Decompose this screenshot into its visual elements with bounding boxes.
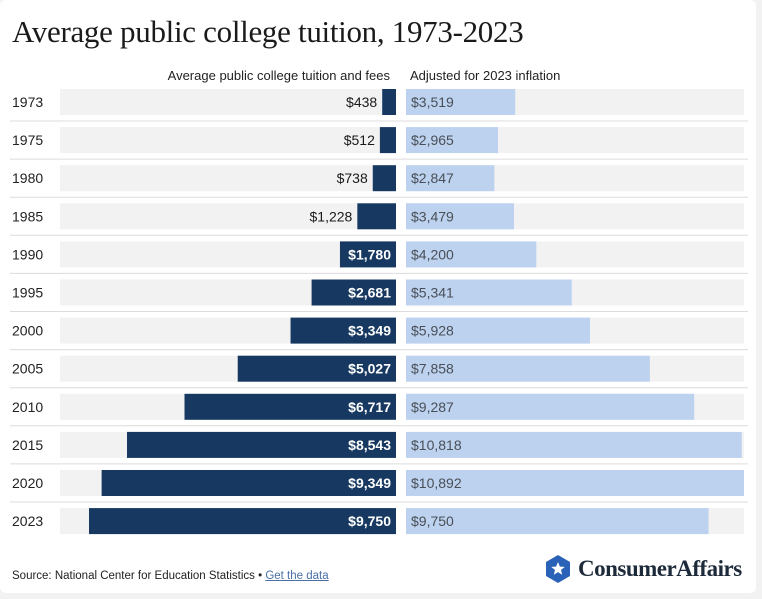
year-label: 1990 (12, 246, 43, 262)
adjusted-bar (406, 241, 537, 268)
year-label: 1973 (12, 94, 43, 110)
year-label: 2005 (12, 361, 43, 377)
get-data-link[interactable]: Get the data (265, 570, 329, 582)
nominal-bar (357, 203, 396, 230)
year-label: 2000 (12, 323, 43, 339)
adjusted-column-header: Adjusted for 2023 inflation (410, 68, 561, 83)
adjusted-value-label: $10,818 (411, 437, 462, 453)
source-text: Source: National Center for Education St… (12, 570, 263, 582)
adjusted-value-label: $5,341 (411, 285, 454, 301)
nominal-track (60, 89, 396, 115)
nominal-track (60, 203, 396, 230)
nominal-value-label: $738 (337, 170, 368, 186)
adjusted-value-label: $2,847 (411, 170, 454, 186)
adjusted-bar (406, 431, 742, 458)
adjusted-bar (406, 127, 499, 154)
nominal-value-label: $5,027 (348, 361, 391, 377)
star-shield-icon (546, 555, 570, 583)
nominal-value-label: $2,681 (348, 285, 391, 301)
adjusted-value-label: $4,200 (411, 246, 454, 262)
nominal-track (60, 165, 396, 192)
adjusted-bar (406, 508, 709, 535)
adjusted-bar (406, 203, 514, 230)
adjusted-value-label: $5,928 (411, 323, 454, 339)
logo-text: ConsumerAffairs (578, 556, 742, 581)
year-label: 2023 (12, 513, 43, 529)
adjusted-bar (406, 165, 495, 192)
consumeraffairs-logo: ConsumerAffairs (544, 554, 742, 584)
nominal-value-label: $1,228 (310, 208, 353, 224)
adjusted-value-label: $9,750 (411, 513, 454, 529)
nominal-value-label: $512 (344, 132, 375, 148)
adjusted-value-label: $7,858 (411, 361, 454, 377)
source-note: Source: National Center for Education St… (12, 570, 329, 582)
adjusted-bar (406, 393, 695, 420)
adjusted-value-label: $10,892 (411, 475, 462, 491)
nominal-bar (339, 241, 396, 268)
nominal-value-label: $438 (346, 94, 377, 110)
year-label: 1985 (12, 208, 43, 224)
adjusted-value-label: $3,519 (411, 94, 454, 110)
nominal-track (60, 127, 396, 154)
nominal-value-label: $6,717 (348, 399, 391, 415)
nominal-bar (89, 508, 396, 535)
nominal-value-label: $9,750 (348, 513, 391, 529)
nominal-bar (379, 127, 396, 154)
year-label: 2020 (12, 475, 43, 491)
nominal-bar (372, 165, 396, 192)
chart-title: Average public college tuition, 1973-202… (12, 14, 524, 49)
nominal-bar (127, 431, 396, 458)
nominal-value-label: $1,780 (348, 246, 391, 262)
adjusted-value-label: $9,287 (411, 399, 454, 415)
adjusted-value-label: $2,965 (411, 132, 454, 148)
nominal-column-header: Average public college tuition and fees (167, 68, 390, 83)
nominal-bar (101, 470, 397, 496)
adjusted-bar (406, 89, 516, 115)
year-label: 2015 (12, 437, 43, 453)
adjusted-bar (406, 355, 650, 382)
year-label: 1975 (12, 132, 43, 148)
adjusted-bar (406, 317, 590, 344)
nominal-value-label: $9,349 (348, 475, 391, 491)
nominal-bar (184, 393, 396, 420)
bar-chart: 1973 $438 $3,519 1975 $512 $2,965 1980 $738 $2,8… (10, 89, 748, 535)
year-label: 2010 (12, 399, 43, 415)
nominal-value-label: $3,349 (348, 323, 391, 339)
nominal-bar (290, 317, 396, 344)
nominal-value-label: $8,543 (348, 437, 391, 453)
adjusted-bar (406, 279, 572, 306)
adjusted-value-label: $3,479 (411, 208, 454, 224)
nominal-bar (237, 355, 396, 382)
nominal-bar (311, 279, 396, 306)
year-label: 1980 (12, 170, 43, 186)
year-label: 1995 (12, 285, 43, 301)
adjusted-bar (406, 470, 744, 496)
nominal-bar (382, 89, 396, 115)
